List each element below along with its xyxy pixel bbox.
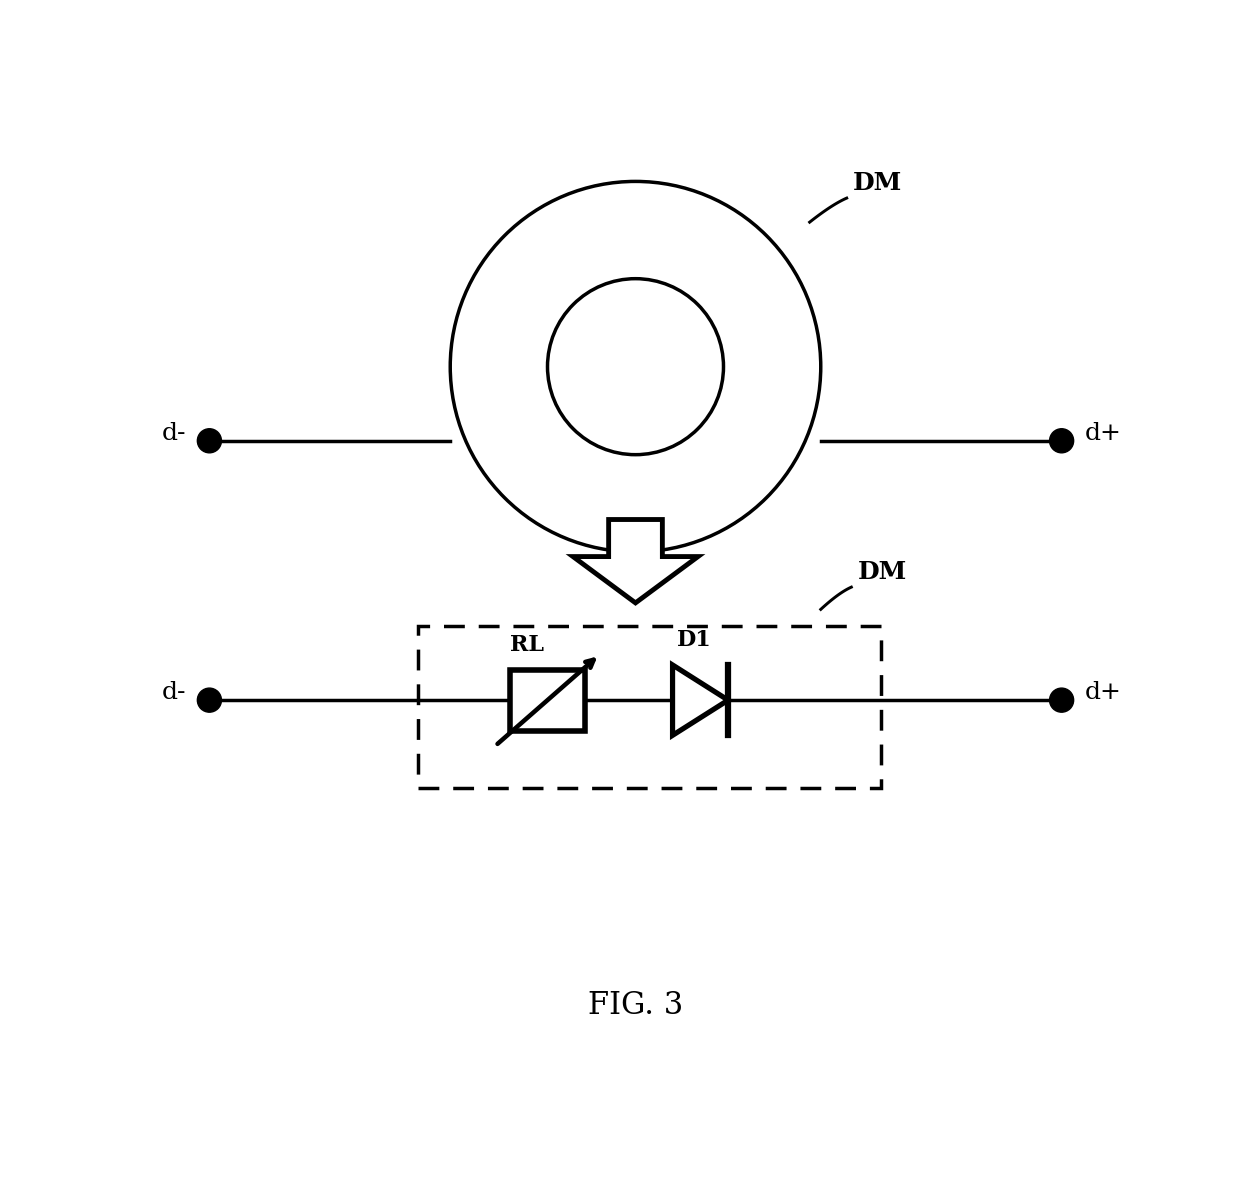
- Circle shape: [197, 428, 222, 452]
- Text: DM: DM: [853, 171, 903, 195]
- Text: FIG. 3: FIG. 3: [588, 990, 683, 1021]
- Polygon shape: [573, 520, 698, 603]
- Text: RL: RL: [511, 634, 544, 656]
- Text: d-: d-: [161, 422, 186, 445]
- Circle shape: [1049, 688, 1074, 712]
- Text: d-: d-: [161, 681, 186, 704]
- Text: d+: d+: [1085, 422, 1122, 445]
- Text: D1: D1: [677, 629, 712, 651]
- Text: DM: DM: [858, 561, 908, 585]
- Circle shape: [197, 688, 222, 712]
- Circle shape: [1049, 428, 1074, 452]
- Bar: [418, 626, 880, 788]
- Polygon shape: [672, 665, 728, 735]
- Text: d+: d+: [1085, 681, 1122, 704]
- Bar: [511, 670, 584, 730]
